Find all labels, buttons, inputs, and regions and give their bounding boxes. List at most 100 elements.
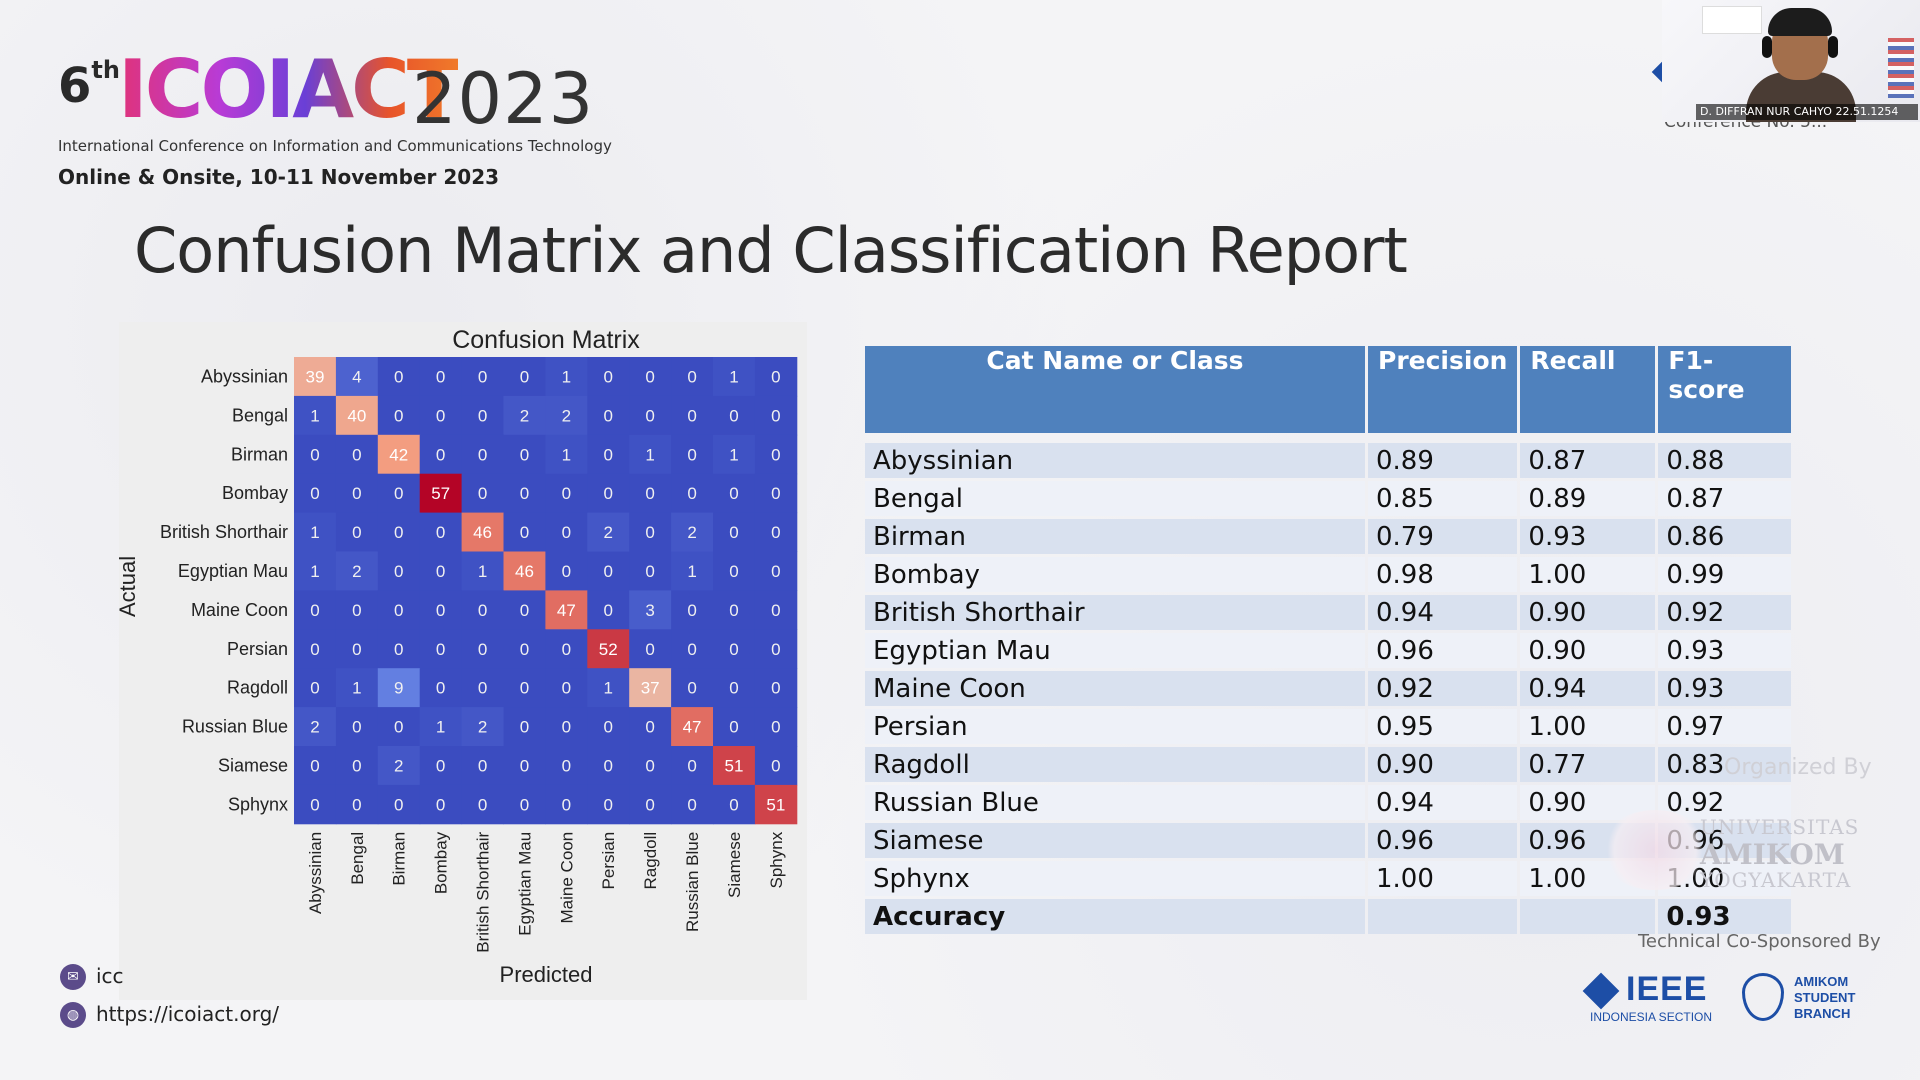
heatmap-value-label: 0: [436, 445, 445, 464]
heatmap-value-label: 0: [394, 640, 403, 659]
heatmap-value-label: 46: [515, 562, 534, 581]
heatmap-value-label: 0: [310, 484, 319, 503]
heatmap-value-label: 0: [562, 484, 571, 503]
heatmap-cell: [671, 551, 714, 591]
report-row: Maine Coon 0.92 0.94 0.93: [865, 671, 1792, 706]
report-cell-recall: 1.00: [1520, 557, 1656, 592]
heatmap-value-label: 37: [641, 679, 660, 698]
website-link[interactable]: https://icoiact.org/: [96, 1002, 280, 1026]
heatmap-value-label: 1: [478, 562, 487, 581]
heatmap-value-label: 0: [771, 367, 780, 386]
heatmap-cell: [503, 668, 546, 708]
heatmap-x-tick-label: Egyptian Mau: [515, 832, 534, 936]
heatmap-cell: [629, 629, 672, 669]
heatmap-cell: [335, 707, 379, 747]
heatmap-value-label: 0: [310, 601, 319, 620]
headset-right-icon: [1828, 36, 1838, 58]
heatmap-value-label: 0: [352, 718, 361, 737]
heatmap-value-label: 0: [729, 406, 738, 425]
report-cell-name: Maine Coon: [865, 671, 1365, 706]
heatmap-value-label: 0: [436, 523, 445, 542]
report-cell-name: Bengal: [865, 481, 1365, 516]
heatmap-cell: [503, 707, 546, 747]
heatmap-value-label: 47: [557, 601, 576, 620]
email-text[interactable]: icc: [96, 964, 124, 988]
heatmap-value-label: 0: [394, 601, 403, 620]
heatmap-value-label: 0: [645, 756, 654, 775]
report-row: Abyssinian 0.89 0.87 0.88: [865, 443, 1792, 478]
heatmap-value-label: 0: [436, 406, 445, 425]
heatmap-cell: [419, 746, 463, 786]
logo-ordinal: 6th: [58, 56, 120, 114]
heatmap-value-label: 1: [436, 718, 445, 737]
heatmap-cell: [629, 395, 672, 436]
heatmap-cell: [713, 551, 756, 591]
heatmap-cell: [294, 473, 337, 514]
heatmap-cell: [377, 707, 421, 747]
heatmap-value-label: 0: [436, 679, 445, 698]
heatmap-x-tick-label: Sphynx: [767, 831, 786, 888]
ieee-section: INDONESIA SECTION: [1590, 1010, 1713, 1024]
heatmap-cell: [294, 357, 337, 397]
amikom-line1: UNIVERSITAS: [1700, 815, 1860, 839]
heatmap-value-label: 0: [478, 756, 487, 775]
heatmap-value-label: 39: [305, 367, 324, 386]
heatmap-cell: [587, 707, 630, 747]
heatmap-cell: [754, 707, 798, 747]
heatmap-cell: [377, 357, 421, 397]
report-row: Persian 0.95 1.00 0.97: [865, 709, 1792, 744]
heatmap-cell: [377, 551, 421, 591]
heatmap-cell: [587, 629, 630, 669]
heatmap-value-label: 0: [645, 640, 654, 659]
heatmap-value-label: 0: [520, 523, 529, 542]
heatmap-cell: [671, 707, 714, 747]
heatmap-value-label: 0: [394, 367, 403, 386]
webcam-tile[interactable]: D. DIFFRAN NUR CAHYO 22.51.1254: [1662, 0, 1920, 122]
report-header-row: Cat Name or Class Precision Recall F1-sc…: [865, 346, 1792, 433]
heatmap-value-label: 9: [394, 679, 403, 698]
heatmap-value-label: 0: [645, 795, 654, 814]
heatmap-value-label: 0: [687, 756, 696, 775]
heatmap-x-tick-label: Russian Blue: [683, 832, 702, 932]
heatmap-cell: [294, 512, 337, 552]
heatmap-value-label: 0: [771, 718, 780, 737]
heatmap-x-tick-label: Abyssinian: [306, 832, 325, 914]
heatmap-cell: [461, 473, 504, 514]
heatmap-value-label: 0: [394, 484, 403, 503]
report-cell-f1: 0.86: [1658, 519, 1792, 554]
heatmap-cell: [587, 784, 630, 825]
heatmap-value-label: 52: [599, 640, 618, 659]
report-cell-name: British Shorthair: [865, 595, 1365, 630]
heatmap-cell: [754, 434, 798, 475]
heatmap-value-label: 0: [729, 640, 738, 659]
heatmap-value-label: 0: [729, 795, 738, 814]
heatmap-x-tick-label: Bombay: [432, 831, 451, 894]
heatmap-cell: [587, 512, 630, 552]
heatmap-cell: [587, 473, 630, 514]
heatmap-cell: [419, 551, 463, 591]
heatmap-cell: [671, 746, 714, 786]
heatmap-cell: [461, 668, 504, 708]
heatmap-x-tick-label: Bengal: [348, 832, 367, 885]
heatmap-value-label: 0: [771, 601, 780, 620]
heatmap-cell: [419, 707, 463, 747]
heatmap-value-label: 0: [645, 523, 654, 542]
heatmap-value-label: 2: [562, 406, 571, 425]
report-row: Russian Blue 0.94 0.90 0.92: [865, 785, 1792, 820]
report-cell-f1: 0.93: [1658, 633, 1792, 668]
heatmap-value-label: 0: [352, 640, 361, 659]
heatmap-cell: [713, 590, 756, 630]
heatmap-cell: [503, 746, 546, 786]
heatmap-value-label: 4: [352, 367, 361, 386]
heatmap-cell: [294, 395, 337, 436]
heatmap-value-label: 0: [729, 679, 738, 698]
heatmap-value-label: 51: [766, 795, 785, 814]
heatmap-cell: [377, 668, 421, 708]
heatmap-y-tick-label: Abyssinian: [201, 366, 288, 386]
heatmap-value-label: 1: [310, 562, 319, 581]
heatmap-value-label: 0: [771, 640, 780, 659]
heatmap-cell: [713, 473, 756, 514]
heatmap-cell: [503, 473, 546, 514]
heatmap-value-label: 0: [604, 562, 613, 581]
heatmap-cell: [629, 668, 672, 708]
